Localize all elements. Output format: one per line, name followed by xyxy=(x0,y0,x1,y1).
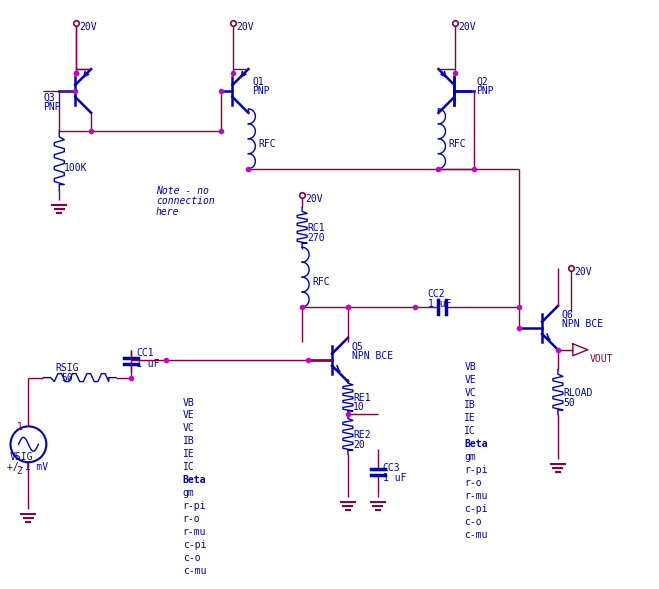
Text: r-o: r-o xyxy=(465,478,482,488)
Text: VC: VC xyxy=(183,423,194,434)
Text: IC: IC xyxy=(465,426,476,436)
Text: 2: 2 xyxy=(16,466,22,476)
Text: IB: IB xyxy=(183,436,194,446)
Text: RE2: RE2 xyxy=(353,431,370,441)
Text: 20V: 20V xyxy=(459,22,476,32)
Text: PNP: PNP xyxy=(252,86,270,96)
Text: 20V: 20V xyxy=(79,22,97,32)
Text: RLOAD: RLOAD xyxy=(563,388,592,398)
Text: PNP: PNP xyxy=(476,86,494,96)
Text: 50: 50 xyxy=(563,398,575,408)
Text: r-pi: r-pi xyxy=(183,501,206,511)
Text: CC1: CC1 xyxy=(136,348,154,358)
Text: 20V: 20V xyxy=(237,22,254,32)
Text: connection: connection xyxy=(156,197,215,207)
Text: Q3: Q3 xyxy=(43,93,55,103)
Text: IE: IE xyxy=(183,449,194,459)
Text: here: here xyxy=(156,207,179,217)
Text: 50: 50 xyxy=(61,373,73,383)
Text: +/-1 mV: +/-1 mV xyxy=(7,462,47,472)
Text: CC2: CC2 xyxy=(428,289,445,299)
Text: Q2: Q2 xyxy=(476,77,488,87)
Text: c-o: c-o xyxy=(183,552,200,562)
Text: r-mu: r-mu xyxy=(183,527,206,537)
Text: CC3: CC3 xyxy=(383,463,401,473)
Text: VB: VB xyxy=(183,398,194,408)
Text: VSIG: VSIG xyxy=(9,452,33,462)
Text: RFC: RFC xyxy=(312,277,330,287)
Text: Q1: Q1 xyxy=(252,77,264,87)
Text: VB: VB xyxy=(465,362,476,372)
Text: Q5: Q5 xyxy=(352,342,364,352)
Text: c-pi: c-pi xyxy=(465,504,488,514)
Text: Beta: Beta xyxy=(465,439,488,449)
Text: 1 uF: 1 uF xyxy=(383,473,406,483)
Text: Note - no: Note - no xyxy=(156,186,209,196)
Text: NPN BCE: NPN BCE xyxy=(562,319,603,329)
Text: RFC: RFC xyxy=(258,139,276,149)
Text: c-mu: c-mu xyxy=(183,565,206,575)
Text: VOUT: VOUT xyxy=(590,354,614,364)
Text: gm: gm xyxy=(465,452,476,462)
Text: c-mu: c-mu xyxy=(465,530,488,540)
Text: c-o: c-o xyxy=(465,517,482,527)
Text: IC: IC xyxy=(183,462,194,472)
Text: gm: gm xyxy=(183,488,194,498)
Text: RFC: RFC xyxy=(448,139,466,149)
Text: IB: IB xyxy=(465,401,476,411)
Text: 10: 10 xyxy=(353,402,364,412)
Text: IE: IE xyxy=(465,413,476,423)
Text: 20V: 20V xyxy=(574,267,592,277)
Text: 1: 1 xyxy=(16,422,22,432)
Text: PNP: PNP xyxy=(43,102,61,112)
Text: r-mu: r-mu xyxy=(465,491,488,501)
Text: RE1: RE1 xyxy=(353,392,370,402)
Text: RC1: RC1 xyxy=(307,223,325,233)
Text: 1 uF: 1 uF xyxy=(428,299,451,309)
Text: 100K: 100K xyxy=(65,163,88,173)
Text: r-o: r-o xyxy=(183,514,200,524)
Text: VE: VE xyxy=(183,411,194,421)
Text: VE: VE xyxy=(465,375,476,385)
Text: NPN BCE: NPN BCE xyxy=(352,350,393,360)
Text: Q6: Q6 xyxy=(562,310,573,320)
Text: 20: 20 xyxy=(353,441,364,451)
Text: Beta: Beta xyxy=(183,475,206,485)
Text: c-pi: c-pi xyxy=(183,540,206,550)
Text: VC: VC xyxy=(465,388,476,398)
Text: 1 uF: 1 uF xyxy=(136,359,159,369)
Text: 270: 270 xyxy=(307,233,325,243)
Text: RSIG: RSIG xyxy=(55,363,79,373)
Text: 20V: 20V xyxy=(305,194,323,204)
Text: r-pi: r-pi xyxy=(465,465,488,475)
